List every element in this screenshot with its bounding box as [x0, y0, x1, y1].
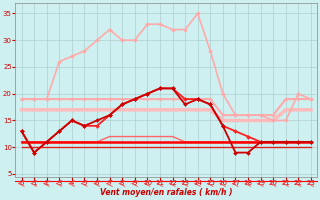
X-axis label: Vent moyen/en rafales ( km/h ): Vent moyen/en rafales ( km/h ) — [100, 188, 233, 197]
